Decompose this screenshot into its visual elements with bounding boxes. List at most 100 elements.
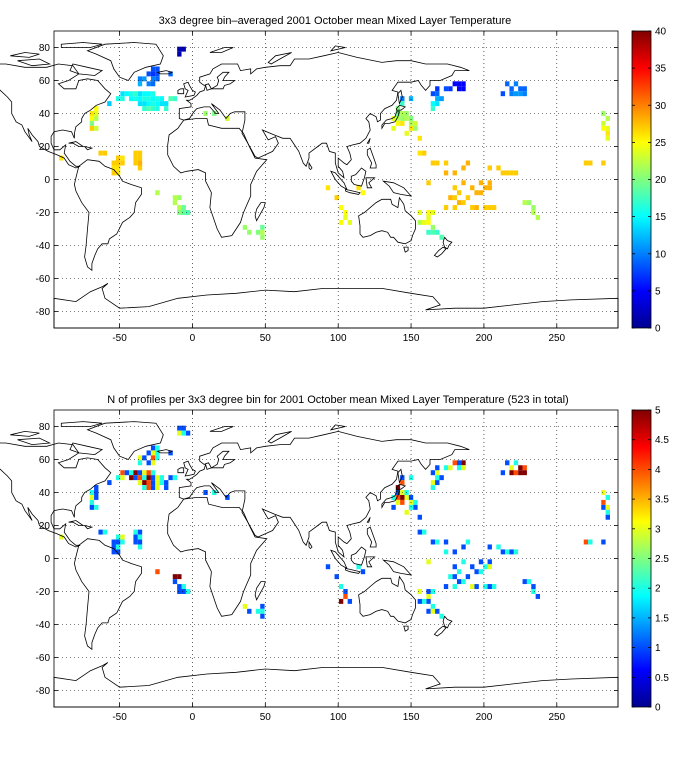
- x-tick-label: -50: [112, 712, 127, 723]
- data-cell: [443, 205, 449, 211]
- data-cell: [435, 608, 440, 614]
- data-cell: [526, 579, 532, 585]
- data-cell: [400, 494, 405, 500]
- data-cell: [461, 460, 466, 466]
- data-cell: [129, 475, 134, 481]
- coastline: [156, 70, 174, 75]
- data-cell: [260, 603, 265, 609]
- data-cell: [177, 589, 182, 594]
- data-cell: [513, 470, 519, 476]
- chart-title: N of profiles per 3x3 degree bin for 200…: [107, 394, 568, 406]
- data-cell: [400, 499, 405, 505]
- data-cell: [181, 46, 186, 52]
- y-tick-label: 60: [39, 76, 51, 87]
- data-cell: [177, 430, 182, 436]
- colorbar-tick-label: 5: [655, 286, 661, 297]
- data-cell: [172, 574, 178, 580]
- data-cell: [448, 574, 453, 580]
- data-cell: [461, 465, 466, 471]
- colorbar-tick-label: 2: [655, 584, 661, 595]
- data-cell: [137, 160, 143, 166]
- coastline: [83, 524, 94, 530]
- data-cell: [487, 165, 492, 171]
- colorbar-tick-label: 35: [655, 64, 667, 75]
- data-cell: [601, 499, 606, 505]
- data-cell: [417, 589, 422, 594]
- data-cell: [452, 185, 457, 191]
- data-cell: [159, 101, 165, 107]
- data-cell: [487, 185, 492, 191]
- data-cell: [102, 529, 108, 535]
- data-cell: [115, 155, 121, 161]
- y-tick-label: -20: [36, 587, 51, 598]
- data-cell: [181, 210, 186, 215]
- data-cell: [487, 559, 492, 565]
- data-cell: [150, 81, 156, 87]
- data-cell: [133, 475, 138, 481]
- data-cell: [89, 115, 95, 121]
- data-cell: [150, 66, 156, 72]
- data-cell: [343, 210, 348, 215]
- data-cell: [430, 470, 436, 476]
- data-cell: [474, 584, 479, 590]
- coastline: [365, 177, 376, 189]
- data-cell: [435, 475, 440, 481]
- data-cell: [421, 529, 427, 535]
- data-cell: [155, 66, 160, 72]
- data-cell: [435, 101, 440, 107]
- data-cell: [124, 91, 130, 97]
- data-cell: [487, 584, 492, 590]
- data-cell: [500, 170, 506, 176]
- data-cell: [150, 470, 156, 476]
- data-cell: [137, 544, 143, 550]
- coastline: [156, 449, 174, 454]
- coastline: [381, 490, 400, 509]
- data-cell: [513, 460, 519, 466]
- colorbar-tick-label: 2.5: [655, 554, 669, 565]
- data-cell: [518, 470, 523, 476]
- data-cell: [505, 549, 510, 555]
- data-cell: [185, 589, 191, 594]
- data-cell: [146, 485, 151, 491]
- data-cell: [513, 81, 519, 87]
- data-cell: [461, 180, 466, 186]
- data-cell: [483, 564, 488, 570]
- data-cell: [142, 470, 147, 476]
- data-cell: [133, 470, 138, 476]
- data-cell: [500, 470, 506, 476]
- data-cell: [94, 111, 99, 116]
- data-cell: [168, 450, 173, 456]
- data-cell: [133, 91, 138, 97]
- data-cell: [518, 91, 523, 97]
- data-cell: [107, 480, 112, 486]
- x-tick-label: 150: [403, 712, 420, 723]
- coastline: [308, 161, 313, 171]
- y-tick-label: -40: [36, 241, 51, 252]
- x-tick-label: 200: [476, 333, 493, 344]
- data-cell: [150, 106, 156, 112]
- data-cell: [155, 96, 160, 102]
- data-cell: [435, 160, 440, 166]
- coastline: [178, 52, 470, 179]
- y-tick-label: -20: [36, 208, 51, 219]
- coastline: [365, 556, 376, 568]
- data-cell: [413, 120, 418, 126]
- data-cell: [417, 135, 422, 141]
- data-cell: [513, 549, 519, 555]
- data-cell: [94, 106, 99, 112]
- data-cell: [395, 111, 401, 116]
- x-tick-label: 150: [403, 333, 420, 344]
- data-cell: [150, 450, 156, 456]
- coastline: [10, 52, 40, 58]
- data-cell: [430, 485, 436, 491]
- colorbar-tick-label: 10: [655, 249, 667, 260]
- data-cell: [177, 46, 182, 52]
- data-cell: [496, 165, 501, 171]
- data-cell: [588, 539, 593, 545]
- data-cell: [115, 160, 121, 166]
- colorbar-tick-label: 15: [655, 212, 667, 223]
- data-cell: [417, 529, 422, 535]
- data-cell: [601, 111, 606, 116]
- data-cell: [172, 200, 178, 206]
- data-cell: [111, 544, 116, 550]
